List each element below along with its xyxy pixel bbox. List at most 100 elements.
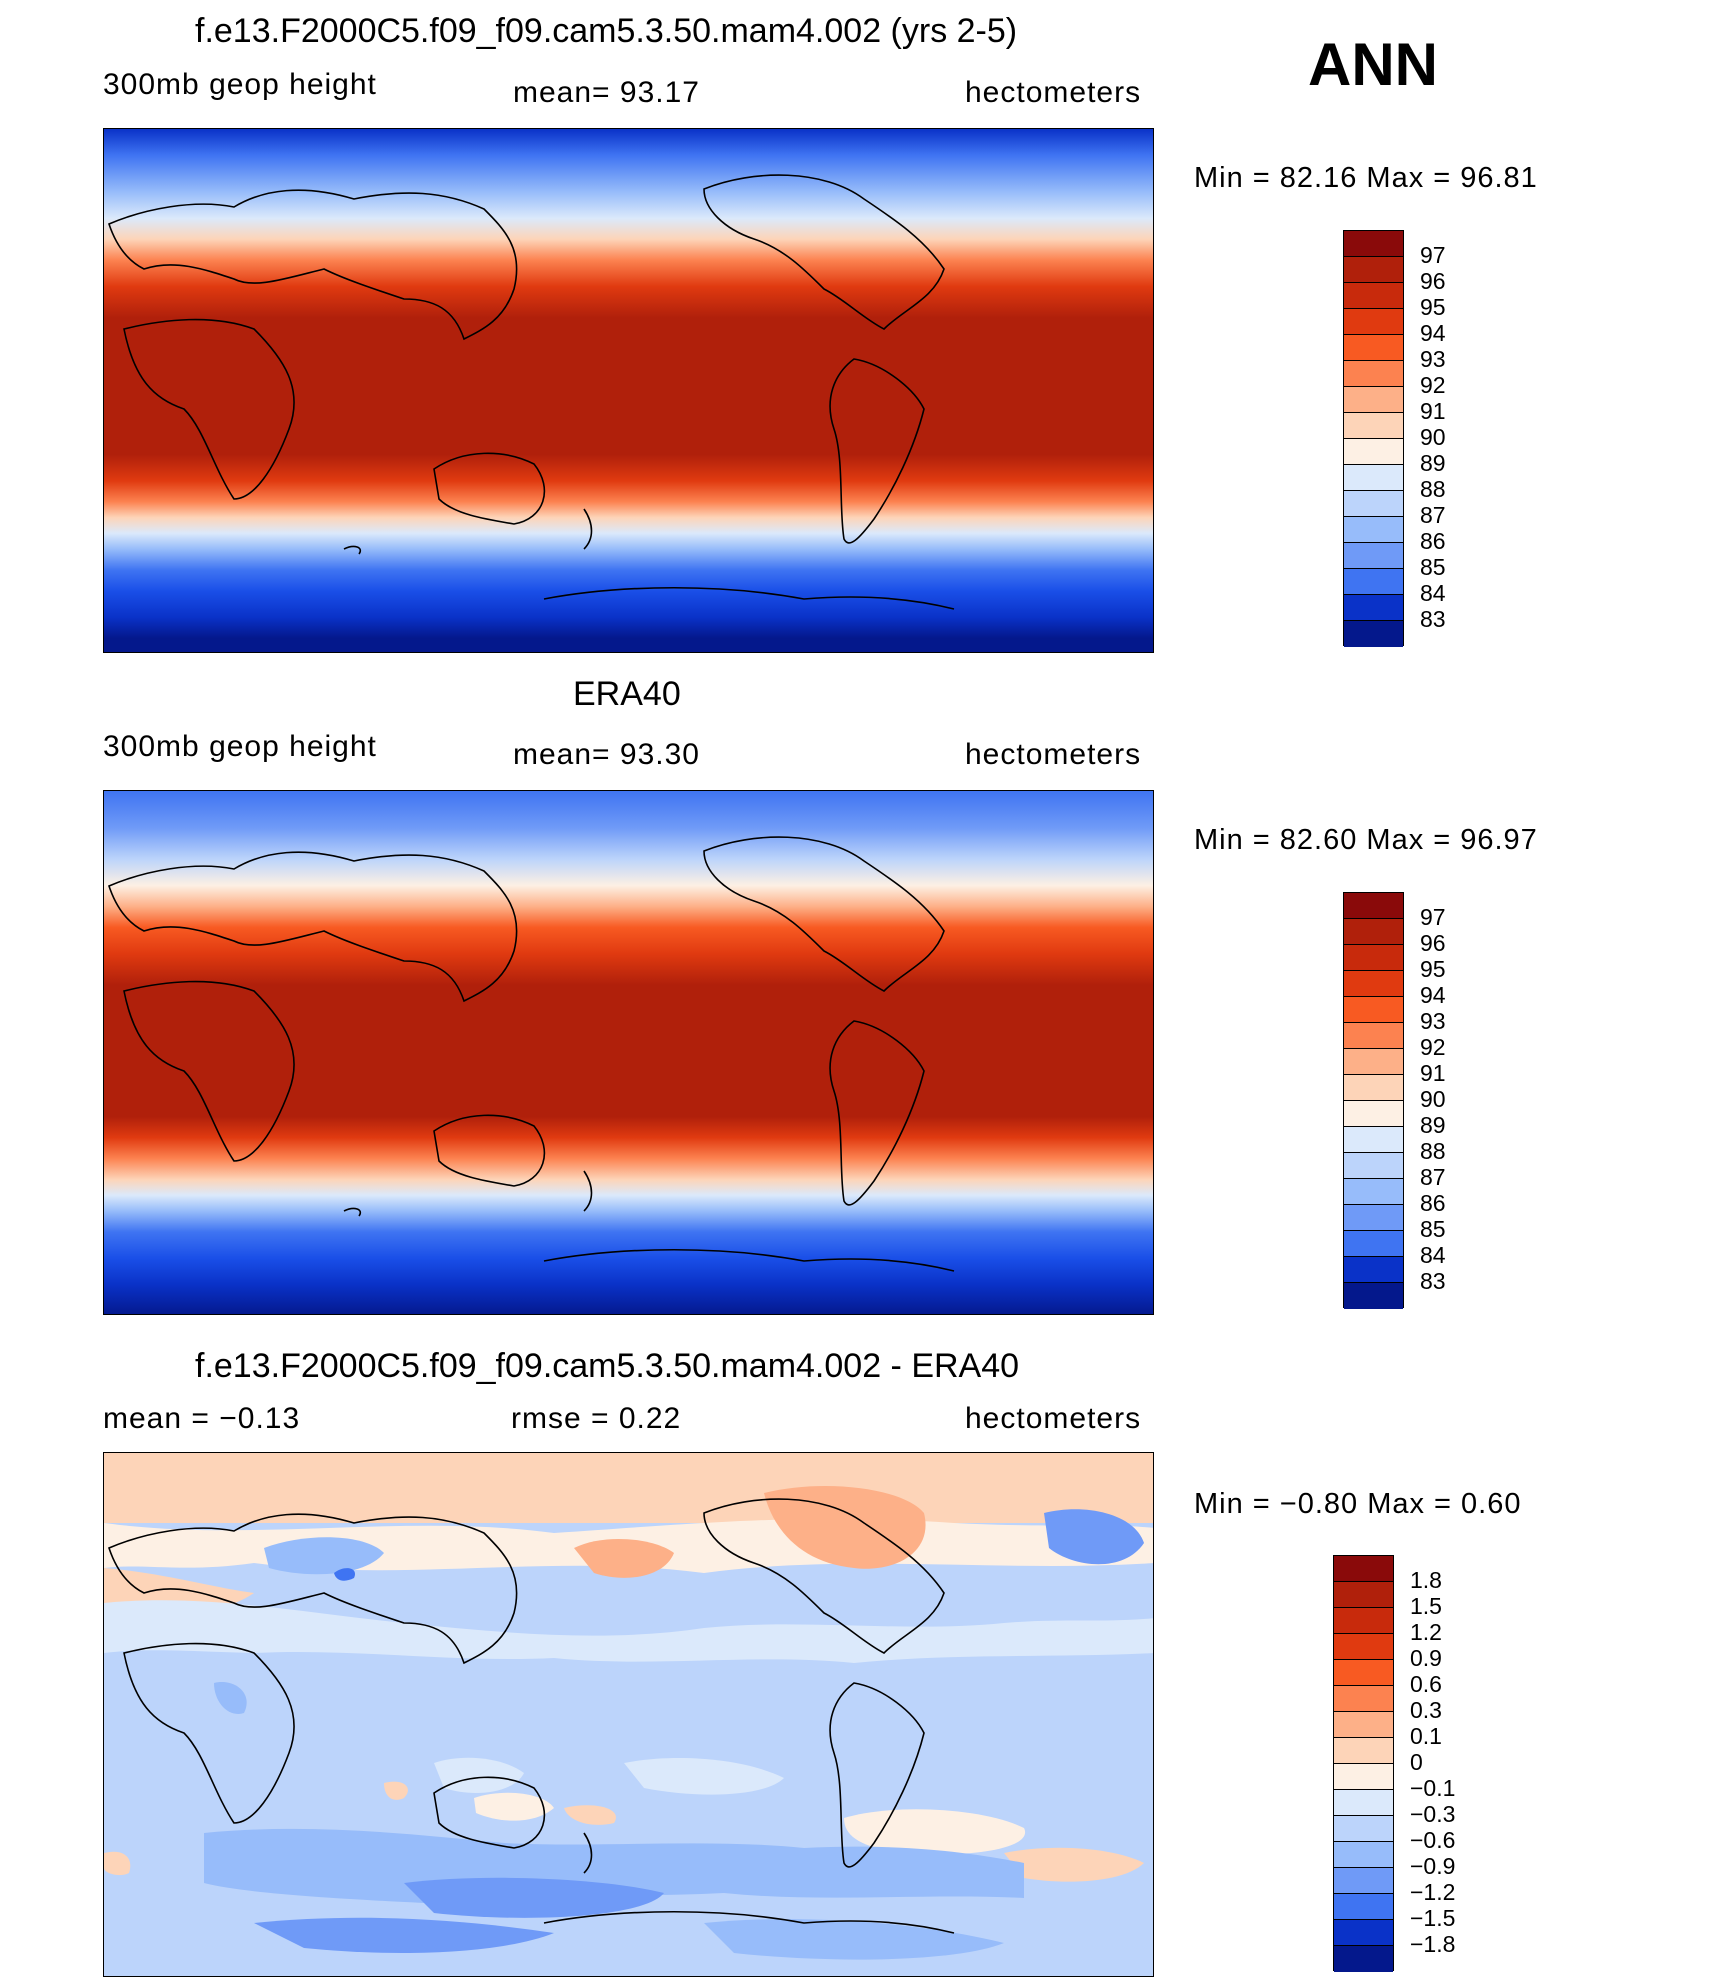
colorbar-label: 83 [1420, 606, 1446, 632]
colorbar-swatch [1334, 1764, 1393, 1790]
panel1-mean: mean= 93.17 [513, 76, 700, 109]
colorbar-label: 1.5 [1410, 1593, 1442, 1619]
colorbar-swatch [1344, 893, 1403, 919]
colorbar-label: 91 [1420, 398, 1446, 424]
colorbar-label: 1.8 [1410, 1567, 1442, 1593]
colorbar-swatch [1344, 231, 1403, 257]
colorbar-swatch [1334, 1738, 1393, 1764]
colorbar-swatch [1334, 1920, 1393, 1946]
colorbar-swatch [1344, 491, 1403, 517]
colorbar-label: 90 [1420, 424, 1446, 450]
colorbar-label: 92 [1420, 372, 1446, 398]
colorbar-label: 93 [1420, 1008, 1446, 1034]
colorbar-label: 88 [1420, 1138, 1446, 1164]
colorbar-swatch [1344, 1075, 1403, 1101]
colorbar-swatch [1344, 387, 1403, 413]
panel2-variable-label: 300mb geop height [103, 730, 377, 763]
colorbar-label: 90 [1420, 1086, 1446, 1112]
colorbar-label: −1.5 [1410, 1905, 1456, 1931]
panel1-coastlines [108, 174, 955, 610]
colorbar-swatch [1344, 1153, 1403, 1179]
colorbar-swatch [1344, 971, 1403, 997]
colorbar-swatch [1344, 569, 1403, 595]
colorbar-swatch [1334, 1686, 1393, 1712]
colorbar-label: −1.8 [1410, 1931, 1456, 1957]
colorbar-swatch [1344, 1179, 1403, 1205]
colorbar-swatch [1334, 1790, 1393, 1816]
colorbar-swatch [1344, 543, 1403, 569]
colorbar-swatch [1344, 997, 1403, 1023]
colorbar-label: 0.9 [1410, 1645, 1442, 1671]
colorbar-label: 0.3 [1410, 1697, 1442, 1723]
colorbar-label: 95 [1420, 956, 1446, 982]
colorbar-swatch [1344, 1205, 1403, 1231]
colorbar-swatch [1344, 1023, 1403, 1049]
colorbar-swatch [1344, 361, 1403, 387]
colorbar-label: −0.3 [1410, 1801, 1456, 1827]
colorbar-label: 88 [1420, 476, 1446, 502]
panel2-minmax: Min = 82.60 Max = 96.97 [1194, 824, 1538, 856]
colorbar-swatch [1344, 283, 1403, 309]
colorbar-swatch [1344, 1101, 1403, 1127]
colorbar-label: 0.1 [1410, 1723, 1442, 1749]
colorbar-label: 94 [1420, 320, 1446, 346]
panel2-contour-field [104, 791, 1153, 1314]
colorbar-swatch [1334, 1582, 1393, 1608]
colorbar-swatch [1344, 439, 1403, 465]
colorbar-label: −1.2 [1410, 1879, 1456, 1905]
colorbar-label: 89 [1420, 450, 1446, 476]
colorbar-label: 83 [1420, 1268, 1446, 1294]
colorbar-swatch [1344, 309, 1403, 335]
colorbar-swatch [1344, 413, 1403, 439]
colorbar-label: 92 [1420, 1034, 1446, 1060]
panel3-title: f.e13.F2000C5.f09_f09.cam5.3.50.mam4.002… [195, 1347, 1020, 1385]
colorbar-swatch [1334, 1946, 1393, 1972]
panel3-rmse: rmse = 0.22 [511, 1402, 682, 1435]
colorbar-swatch [1344, 919, 1403, 945]
panel1-title: f.e13.F2000C5.f09_f09.cam5.3.50.mam4.002… [195, 12, 1018, 50]
colorbar-label: 89 [1420, 1112, 1446, 1138]
panel3-contour-field [104, 1453, 1153, 1976]
panel3-coastlines [108, 1498, 955, 1934]
colorbar-swatch [1334, 1634, 1393, 1660]
colorbar-label: 91 [1420, 1060, 1446, 1086]
colorbar-label: 0.6 [1410, 1671, 1442, 1697]
colorbar-label: 84 [1420, 580, 1446, 606]
colorbar-swatch [1344, 595, 1403, 621]
colorbar-swatch [1334, 1608, 1393, 1634]
colorbar-swatch [1344, 945, 1403, 971]
colorbar-label: 97 [1420, 904, 1446, 930]
colorbar-swatch [1344, 621, 1403, 647]
colorbar-swatch [1334, 1712, 1393, 1738]
colorbar-label: −0.9 [1410, 1853, 1456, 1879]
colorbar-swatch [1344, 465, 1403, 491]
colorbar-label: 86 [1420, 1190, 1446, 1216]
panel1-minmax: Min = 82.16 Max = 96.81 [1194, 162, 1538, 194]
panel1-map [103, 128, 1154, 653]
colorbar-swatch [1334, 1894, 1393, 1920]
panel1-variable-label: 300mb geop height [103, 68, 377, 101]
panel2-map [103, 790, 1154, 1315]
colorbar-label: 94 [1420, 982, 1446, 1008]
colorbar-label: 85 [1420, 554, 1446, 580]
colorbar-swatch [1334, 1868, 1393, 1894]
panel3-mean: mean = −0.13 [103, 1402, 301, 1435]
colorbar-label: 87 [1420, 502, 1446, 528]
panel1-units: hectometers [965, 76, 1142, 109]
panel3-minmax: Min = −0.80 Max = 0.60 [1194, 1488, 1522, 1520]
panel2-mean: mean= 93.30 [513, 738, 700, 771]
colorbar-swatch [1344, 257, 1403, 283]
colorbar-label: 96 [1420, 268, 1446, 294]
colorbar-swatch [1334, 1816, 1393, 1842]
colorbar-label: 85 [1420, 1216, 1446, 1242]
colorbar-swatch [1344, 1049, 1403, 1075]
colorbar-label: 0 [1410, 1749, 1423, 1775]
panel3-map [103, 1452, 1154, 1977]
colorbar-swatch [1344, 1257, 1403, 1283]
colorbar-swatch [1344, 1283, 1403, 1309]
colorbar-label: 1.2 [1410, 1619, 1442, 1645]
colorbar-label: 95 [1420, 294, 1446, 320]
colorbar-label: 86 [1420, 528, 1446, 554]
panel2-coastlines [108, 836, 955, 1272]
panel2-title: ERA40 [573, 675, 681, 713]
